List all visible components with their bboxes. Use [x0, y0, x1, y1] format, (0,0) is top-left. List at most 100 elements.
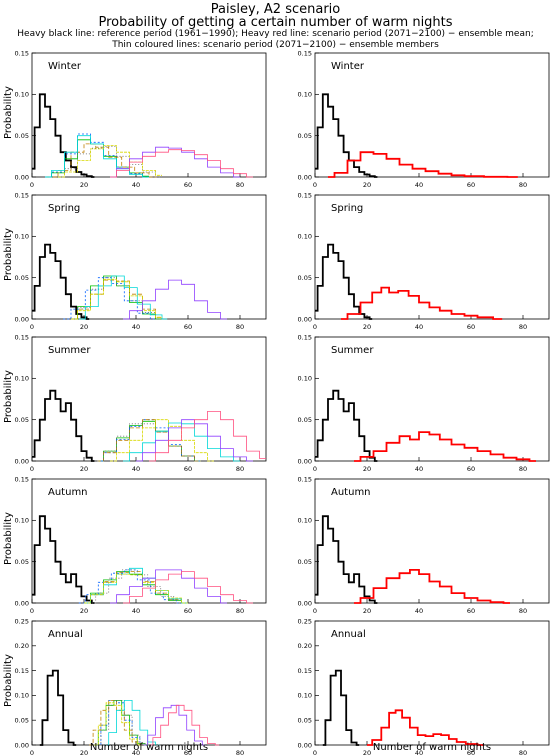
series-reference [32, 93, 95, 178]
series-reference [315, 389, 378, 462]
x-tick-label: 0 [30, 465, 34, 473]
y-tick-label: 0.05 [298, 558, 312, 566]
series-member-5 [84, 567, 188, 604]
y-tick-label: 0.15 [298, 191, 312, 199]
x-tick-label: 40 [132, 465, 140, 473]
x-tick-label: 60 [184, 465, 192, 473]
panel-frame [31, 478, 267, 604]
x-tick-label: 20 [363, 749, 371, 755]
x-tick-label: 60 [184, 749, 192, 755]
y-tick-label: 0.15 [15, 49, 29, 57]
series-member-3 [52, 143, 157, 178]
y-tick-label: 0.00 [15, 741, 29, 749]
y-tick-label: 0.10 [298, 375, 312, 383]
y-tick-label: 0.15 [298, 475, 312, 483]
y-tick-label: 0.00 [298, 315, 312, 323]
season-label: Spring [331, 203, 363, 214]
x-tick-label: 40 [132, 749, 140, 755]
x-tick-label: 80 [519, 607, 527, 615]
x-tick-label: 20 [80, 181, 88, 189]
series-member-4 [89, 569, 181, 604]
series-member-2 [45, 133, 149, 178]
x-tick-label: 60 [467, 607, 475, 615]
series-member-7 [123, 279, 227, 320]
x-tick-label: 60 [467, 465, 475, 473]
panel-winter-right: Winter 0 20 40 60 80 0.00 0.05 0.10 0.15 [298, 49, 550, 189]
y-tick-label: 0.05 [298, 717, 312, 725]
series-reference [315, 243, 373, 320]
y-tick-label: 0.05 [298, 416, 312, 424]
x-tick-label: 80 [519, 465, 527, 473]
x-tick-label: 0 [313, 749, 317, 755]
y-tick-label: 0.05 [15, 558, 29, 566]
x-tick-label: 60 [184, 323, 192, 331]
x-tick-label: 20 [363, 181, 371, 189]
y-tick-label: 0.25 [15, 617, 29, 625]
x-tick-label: 60 [467, 181, 475, 189]
y-tick-label: 0.15 [15, 667, 29, 675]
y-axis-label: Probability [3, 228, 14, 281]
series-member-1 [97, 420, 201, 462]
y-tick-label: 0.15 [15, 475, 29, 483]
y-axis-label: Probability [3, 370, 14, 423]
panel-autumn-left: Autumn 0 20 40 60 80 0.00 0.05 0.10 0.15 Probabili… [3, 475, 267, 615]
y-tick-label: 0.10 [298, 517, 312, 525]
y-tick-label: 0.10 [15, 375, 29, 383]
season-label: Winter [48, 61, 82, 72]
series-reference [32, 389, 95, 462]
y-tick-label: 0.20 [15, 642, 29, 650]
panel-summer-right: Summer 0 20 40 60 80 0.00 0.05 0.10 0.15 [298, 333, 550, 473]
y-tick-label: 0.15 [15, 191, 29, 199]
x-tick-label: 0 [30, 607, 34, 615]
y-tick-label: 0.00 [15, 315, 29, 323]
x-tick-label: 0 [30, 323, 34, 331]
y-tick-label: 0.15 [15, 333, 29, 341]
x-tick-label: 20 [363, 607, 371, 615]
series-reference [32, 243, 90, 320]
panel-spring-left: Spring 0 20 40 60 80 0.00 0.05 0.10 0.15 Probabili… [3, 191, 267, 331]
x-tick-label: 20 [363, 465, 371, 473]
chart-title: Paisley, A2 scenario [210, 2, 341, 17]
series-member-4 [97, 700, 152, 746]
x-tick-label: 20 [80, 323, 88, 331]
y-tick-label: 0.00 [15, 457, 29, 465]
y-tick-label: 0.05 [15, 717, 29, 725]
series-reference [322, 669, 360, 746]
y-tick-label: 0.05 [298, 132, 312, 140]
y-tick-label: 0.00 [15, 173, 29, 181]
season-label: Summer [331, 345, 374, 356]
panel-autumn-right: Autumn 0 20 40 60 80 0.00 0.05 0.10 0.15 [298, 475, 550, 615]
y-tick-label: 0.20 [298, 642, 312, 650]
y-axis-label: Probability [3, 654, 14, 707]
y-tick-label: 0.05 [15, 132, 29, 140]
x-tick-label: 40 [415, 749, 423, 755]
y-tick-label: 0.15 [298, 333, 312, 341]
series-member-5 [78, 275, 168, 320]
series-member-6 [58, 145, 162, 178]
panel-annual-right: Annual 0 20 40 60 80 0.00 0.05 0.10 0.15 0.20 0.25 [298, 617, 550, 755]
x-tick-label: 80 [236, 181, 244, 189]
y-tick-label: 0.00 [298, 457, 312, 465]
series-member-7 [143, 704, 207, 746]
panel-frame [314, 620, 550, 746]
x-tick-label: 0 [313, 607, 317, 615]
series-member-6 [84, 573, 188, 604]
series-member-6 [94, 702, 142, 746]
y-tick-label: 0.05 [15, 416, 29, 424]
x-tick-label: 80 [519, 181, 527, 189]
x-tick-label: 0 [313, 323, 317, 331]
x-tick-label: 40 [415, 607, 423, 615]
x-tick-label: 40 [132, 323, 140, 331]
panel-frame [314, 194, 550, 320]
y-tick-label: 0.10 [298, 233, 312, 241]
x-tick-label: 80 [519, 323, 527, 331]
y-tick-label: 0.15 [298, 49, 312, 57]
x-tick-label: 20 [80, 749, 88, 755]
y-tick-label: 0.25 [298, 617, 312, 625]
season-label: Autumn [331, 487, 371, 498]
y-tick-label: 0.00 [15, 599, 29, 607]
y-tick-label: 0.00 [298, 599, 312, 607]
panel-frame [31, 194, 267, 320]
panel-spring-right: Spring 0 20 40 60 80 0.00 0.05 0.10 0.15 [298, 191, 550, 331]
